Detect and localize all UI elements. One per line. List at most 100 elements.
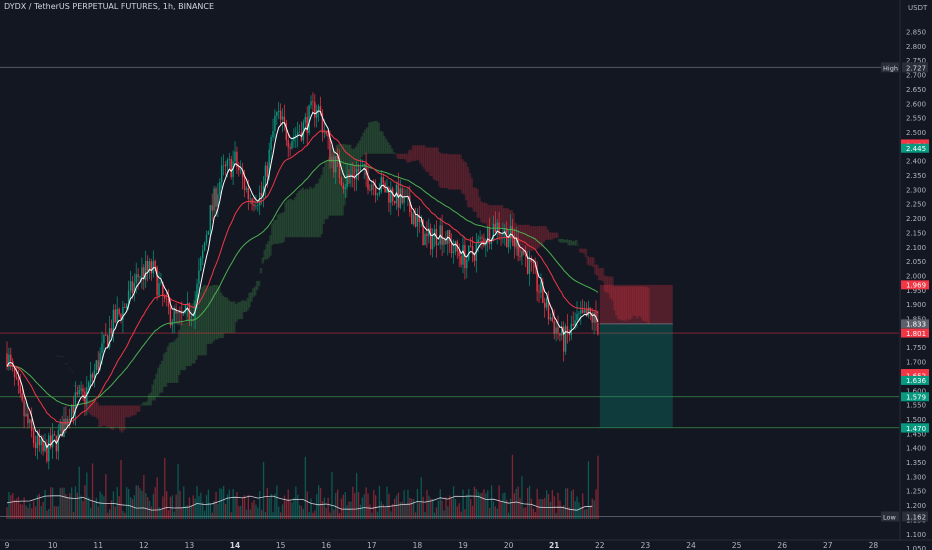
volume-bar bbox=[312, 512, 314, 519]
volume-bar bbox=[257, 507, 259, 519]
volume-bar bbox=[369, 504, 371, 519]
volume-bar bbox=[23, 497, 25, 519]
candle-body bbox=[564, 326, 567, 352]
candle-body bbox=[399, 188, 401, 208]
cloud-segment bbox=[71, 372, 75, 373]
volume-bar bbox=[386, 486, 388, 519]
volume-bar bbox=[502, 493, 504, 519]
volume-bar bbox=[451, 498, 453, 519]
cloud-segment bbox=[126, 405, 130, 418]
volume-bar bbox=[376, 511, 379, 519]
candle-body bbox=[181, 313, 183, 315]
candle-body bbox=[139, 276, 141, 278]
volume-bar bbox=[464, 509, 466, 519]
cloud-segment bbox=[392, 152, 396, 154]
volume-bar bbox=[185, 505, 187, 519]
candle-body bbox=[490, 240, 493, 244]
candle-body bbox=[236, 151, 238, 167]
candle-body bbox=[348, 174, 350, 177]
fast-ma-line bbox=[6, 110, 599, 449]
volume-bar bbox=[90, 507, 92, 519]
volume-bar bbox=[15, 498, 18, 519]
y-tick-label: 2.750 bbox=[906, 57, 926, 65]
candle-body bbox=[380, 177, 382, 192]
volume-bar bbox=[473, 486, 476, 519]
candle-body bbox=[228, 158, 230, 160]
cloud-segment bbox=[62, 356, 65, 358]
candle-body bbox=[325, 131, 327, 135]
cloud-segment bbox=[421, 145, 424, 167]
volume-bar bbox=[12, 493, 14, 519]
cloud-segment bbox=[223, 297, 227, 334]
candle-body bbox=[217, 194, 219, 207]
candle-body bbox=[70, 404, 73, 420]
candle-body bbox=[585, 309, 588, 317]
cloud-segment bbox=[502, 208, 506, 232]
candle-body bbox=[38, 435, 40, 446]
candle-body bbox=[312, 101, 314, 103]
cloud-segment bbox=[514, 222, 517, 249]
cloud-segment bbox=[390, 148, 394, 154]
price-label-tag bbox=[901, 423, 929, 433]
volume-bar bbox=[167, 510, 170, 519]
cloud-segment bbox=[109, 405, 113, 429]
cloud-segment bbox=[615, 286, 618, 316]
volume-bar bbox=[192, 495, 194, 519]
candle-body bbox=[378, 191, 381, 195]
cloud-segment bbox=[297, 190, 301, 238]
volume-bar bbox=[285, 500, 287, 519]
cloud-segment bbox=[183, 322, 187, 371]
cloud-segment bbox=[261, 257, 265, 264]
candle-body bbox=[336, 156, 339, 159]
x-tick-label: 24 bbox=[686, 541, 696, 550]
cloud-segment bbox=[81, 389, 84, 396]
cloud-segment bbox=[309, 186, 312, 238]
volume-bar bbox=[8, 491, 10, 519]
y-tick-label: 2.150 bbox=[906, 229, 926, 237]
volume-bar bbox=[390, 511, 392, 519]
cloud-segment bbox=[366, 127, 369, 154]
cloud-segment bbox=[483, 202, 487, 224]
candle-body bbox=[517, 237, 519, 257]
volume-bar bbox=[356, 472, 358, 519]
volume-bar bbox=[31, 508, 33, 519]
cloud-segment bbox=[634, 286, 637, 316]
volume-bar bbox=[299, 504, 301, 519]
candle-body bbox=[283, 116, 286, 123]
cloud-segment bbox=[168, 342, 171, 383]
cloud-segment bbox=[312, 187, 316, 238]
candle-body bbox=[363, 163, 365, 167]
candle-body bbox=[464, 245, 466, 269]
volume-bar bbox=[150, 506, 153, 519]
candle-body bbox=[534, 262, 536, 268]
candle-body bbox=[376, 194, 379, 196]
candle-body bbox=[354, 177, 356, 180]
volume-bar bbox=[243, 495, 246, 519]
volume-bar bbox=[278, 506, 280, 519]
candle-body bbox=[409, 195, 411, 213]
candle-body bbox=[473, 253, 476, 261]
volume-bar bbox=[549, 501, 552, 519]
cloud-segment bbox=[594, 264, 597, 275]
x-tick-label: 18 bbox=[413, 541, 423, 550]
cloud-segment bbox=[132, 405, 135, 416]
cloud-segment bbox=[191, 303, 194, 364]
candle-body bbox=[108, 328, 111, 347]
cloud-segment bbox=[225, 297, 228, 334]
cloud-segment bbox=[455, 154, 458, 190]
cloud-segment bbox=[369, 121, 373, 154]
candle-body bbox=[373, 184, 375, 186]
cloud-segment bbox=[141, 402, 145, 406]
candle-body bbox=[158, 283, 160, 296]
volume-bar bbox=[270, 493, 272, 519]
volume-bar bbox=[511, 454, 514, 519]
price-label-value: 1.801 bbox=[906, 330, 926, 338]
volume-bar bbox=[200, 492, 202, 519]
cloud-segment bbox=[299, 189, 303, 238]
y-tick-label: 1.350 bbox=[906, 459, 926, 467]
volume-bar bbox=[589, 505, 591, 519]
cloud-segment bbox=[639, 286, 643, 318]
candle-body bbox=[65, 418, 67, 426]
cloud-segment bbox=[643, 286, 646, 322]
